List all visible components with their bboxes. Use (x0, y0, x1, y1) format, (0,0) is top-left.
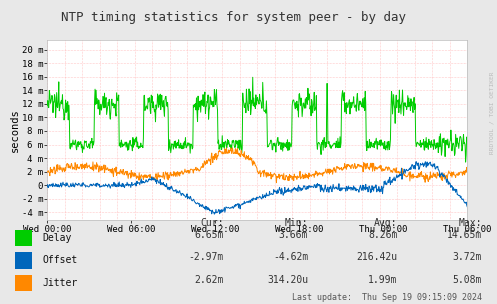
Text: 216.42u: 216.42u (356, 253, 398, 262)
Text: Last update:  Thu Sep 19 09:15:09 2024: Last update: Thu Sep 19 09:15:09 2024 (292, 293, 482, 302)
Y-axis label: seconds: seconds (10, 108, 20, 152)
Text: 5.08m: 5.08m (453, 275, 482, 285)
Text: 2.62m: 2.62m (194, 275, 224, 285)
Bar (15, 252, 32, 268)
Bar (15, 230, 32, 246)
Text: NTP timing statistics for system peer - by day: NTP timing statistics for system peer - … (61, 11, 406, 24)
Text: Cur:: Cur: (200, 218, 224, 228)
Text: -2.97m: -2.97m (188, 253, 224, 262)
Text: 1.99m: 1.99m (368, 275, 398, 285)
Text: 14.65m: 14.65m (447, 230, 482, 240)
Text: Jitter: Jitter (42, 278, 78, 288)
Text: RRDTOOL / TOBI OETIKER: RRDTOOL / TOBI OETIKER (490, 71, 495, 154)
Text: 314.20u: 314.20u (267, 275, 308, 285)
Text: 6.65m: 6.65m (194, 230, 224, 240)
Text: 3.72m: 3.72m (453, 253, 482, 262)
Text: Delay: Delay (42, 233, 72, 243)
Bar (15, 275, 32, 291)
Text: Min:: Min: (285, 218, 308, 228)
Text: Avg:: Avg: (374, 218, 398, 228)
Text: -4.62m: -4.62m (273, 253, 308, 262)
Text: 8.26m: 8.26m (368, 230, 398, 240)
Text: Offset: Offset (42, 255, 78, 265)
Text: 3.66m: 3.66m (279, 230, 308, 240)
Text: Max:: Max: (459, 218, 482, 228)
